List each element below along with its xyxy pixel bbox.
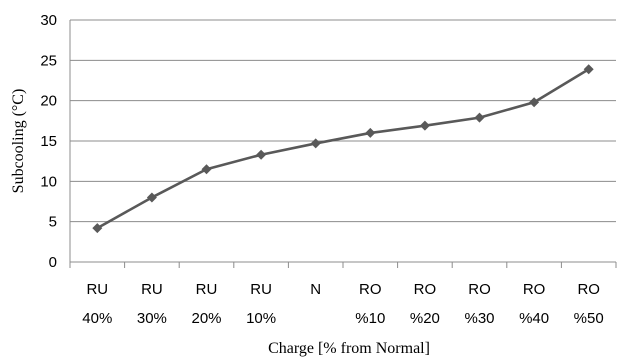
x-category-label-line2: 20% xyxy=(191,310,221,327)
x-category-label-line2: %10 xyxy=(355,310,385,327)
x-category-label-line1: RO xyxy=(414,281,437,298)
x-category-label-line1: RO xyxy=(359,281,382,298)
y-tick-labels: 0 5 10 15 20 25 30 xyxy=(40,12,57,271)
y-tick-label-0: 0 xyxy=(49,254,57,271)
x-category-label-line1: RU xyxy=(250,281,272,298)
data-point-3 xyxy=(201,164,212,175)
series-line-group xyxy=(92,64,594,234)
y-tick-label-15: 15 xyxy=(40,133,57,150)
x-category-label-line1: RU xyxy=(141,281,163,298)
y-tick-label-10: 10 xyxy=(40,173,57,190)
y-tick-label-25: 25 xyxy=(40,52,57,69)
x-category-label-line1: RU xyxy=(86,281,108,298)
x-axis-title: Charge [% from Normal] xyxy=(268,340,430,357)
y-tick-label-5: 5 xyxy=(49,214,57,231)
data-point-1 xyxy=(92,223,103,234)
x-category-label-line2: %40 xyxy=(519,310,549,327)
y-tick-label-30: 30 xyxy=(40,12,57,29)
data-point-9 xyxy=(529,97,540,108)
data-point-8 xyxy=(474,112,485,123)
x-category-label-line2: %50 xyxy=(574,310,604,327)
x-category-label-line2: 40% xyxy=(82,310,112,327)
data-point-5 xyxy=(310,138,321,149)
data-point-10 xyxy=(583,64,594,75)
y-gridlines xyxy=(69,19,617,268)
x-category-label-line1: RO xyxy=(468,281,491,298)
x-category-label-line2: 30% xyxy=(137,310,167,327)
data-point-4 xyxy=(256,149,267,160)
x-category-label-line1: N xyxy=(310,281,321,298)
y-tick-label-20: 20 xyxy=(40,93,57,110)
x-category-label-line2: %20 xyxy=(410,310,440,327)
x-category-label-line1: RO xyxy=(523,281,546,298)
series-line xyxy=(96,68,590,230)
y-axis-title: Subcooling (°C) xyxy=(10,89,27,194)
x-category-label-line2: 10% xyxy=(246,310,276,327)
x-category-label-line1: RU xyxy=(196,281,218,298)
x-category-label-line2: %30 xyxy=(464,310,494,327)
data-point-6 xyxy=(365,127,376,138)
x-category-labels: RU 40% RU 30% RU 20% RU 10% N RO %10 RO %20 RO %30 RO %4… xyxy=(82,281,603,327)
data-point-7 xyxy=(419,120,430,131)
x-category-label-line1: RO xyxy=(577,281,600,298)
data-point-2 xyxy=(146,192,157,203)
